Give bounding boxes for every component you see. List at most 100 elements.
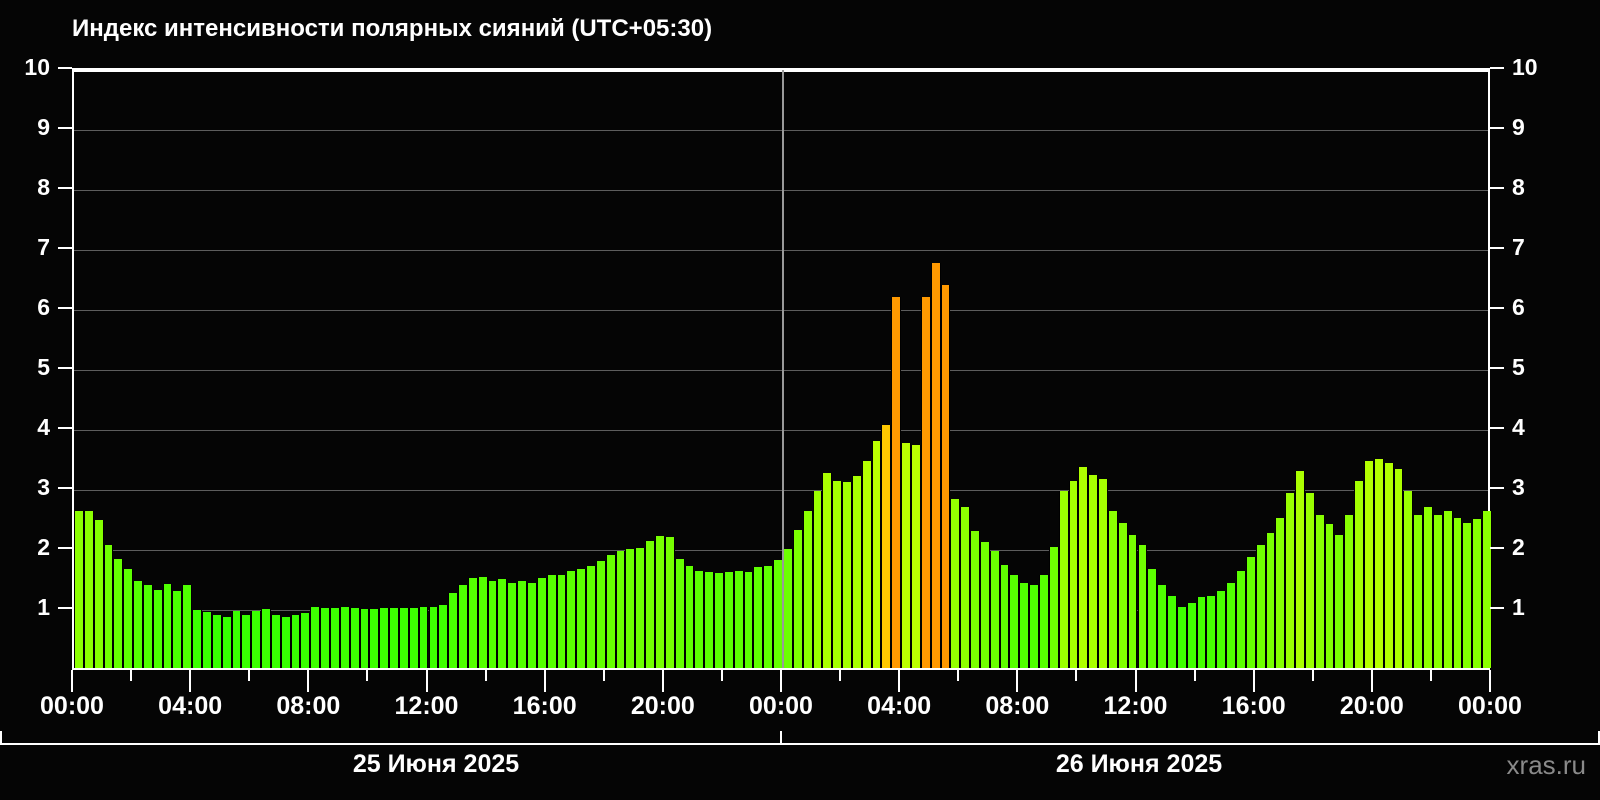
bar xyxy=(714,573,724,668)
bar xyxy=(1275,518,1286,668)
day-band-tick-1 xyxy=(780,731,782,745)
bar xyxy=(802,510,813,668)
x-tick-46 xyxy=(1429,670,1432,681)
x-tick-24 xyxy=(780,670,782,692)
x-tick-label-10: 16:00 xyxy=(1221,692,1286,720)
bar xyxy=(1295,471,1305,668)
bar xyxy=(940,285,951,668)
y-tick-label-left-4: 4 xyxy=(37,414,50,440)
bar xyxy=(1314,515,1325,668)
bar xyxy=(458,585,468,668)
bar xyxy=(546,575,557,668)
bar xyxy=(605,555,616,668)
bar xyxy=(891,297,902,668)
x-tick-8 xyxy=(307,670,310,692)
bar xyxy=(93,519,104,668)
y-tick-mark-right-4 xyxy=(1490,427,1504,429)
bar xyxy=(989,551,1000,668)
bar xyxy=(152,590,163,668)
bar xyxy=(812,491,823,668)
bar xyxy=(664,537,675,668)
y-tick-label-left-1: 1 xyxy=(37,594,50,620)
bar xyxy=(231,611,242,668)
y-tick-label-left-7: 7 xyxy=(37,234,50,260)
bar xyxy=(428,606,439,668)
bar xyxy=(1423,507,1433,668)
bar xyxy=(438,605,449,668)
bar xyxy=(763,566,774,668)
y-tick-mark-left-6 xyxy=(58,307,72,309)
bar xyxy=(261,609,271,668)
y-tick-label-left-8: 8 xyxy=(37,174,50,200)
bar xyxy=(1462,522,1473,668)
bar xyxy=(783,549,793,668)
y-tick-mark-left-2 xyxy=(58,547,72,549)
x-tick-label-12: 00:00 xyxy=(1458,692,1522,720)
bar xyxy=(379,608,390,668)
bar xyxy=(1009,575,1020,668)
bar xyxy=(684,566,695,668)
y-tick-label-right-2: 2 xyxy=(1512,534,1525,560)
gridline-3 xyxy=(74,490,1488,491)
bar xyxy=(369,609,380,668)
bar xyxy=(556,575,567,668)
bar xyxy=(694,570,705,668)
x-tick-22 xyxy=(720,670,723,681)
bar xyxy=(1068,480,1079,668)
bar xyxy=(1098,479,1108,668)
day-label-25: 25 Июня 2025 xyxy=(352,750,520,778)
bar xyxy=(635,548,646,668)
bar xyxy=(1334,534,1345,668)
bar xyxy=(832,480,843,668)
bar xyxy=(290,615,301,668)
bar xyxy=(1265,533,1276,668)
bar xyxy=(310,606,321,668)
bar xyxy=(487,581,498,668)
y-tick-mark-right-3 xyxy=(1490,487,1504,489)
y-tick-mark-right-7 xyxy=(1490,247,1504,249)
bar xyxy=(861,461,872,668)
x-tick-label-11: 20:00 xyxy=(1339,692,1404,720)
bar xyxy=(625,549,636,668)
y-tick-mark-right-9 xyxy=(1490,127,1504,129)
y-tick-mark-right-1 xyxy=(1490,607,1504,609)
x-tick-44 xyxy=(1370,670,1373,692)
y-tick-label-left-6: 6 xyxy=(37,294,50,320)
bar xyxy=(871,441,882,668)
bar xyxy=(477,576,488,668)
x-tick-28 xyxy=(898,670,901,692)
bar xyxy=(1107,510,1118,668)
bar xyxy=(723,572,734,668)
bar xyxy=(586,566,596,668)
bar xyxy=(566,570,577,668)
x-tick-label-3: 12:00 xyxy=(394,692,459,720)
bar xyxy=(979,542,990,668)
bar xyxy=(1363,461,1374,668)
bar xyxy=(1058,491,1069,668)
y-tick-label-right-7: 7 xyxy=(1512,234,1525,260)
bar xyxy=(1186,603,1197,668)
bar xyxy=(970,531,980,668)
bar xyxy=(901,443,911,668)
bar xyxy=(1157,585,1168,668)
bar xyxy=(103,545,114,668)
bar xyxy=(753,567,764,668)
day-band-tick-0 xyxy=(0,731,2,745)
bar xyxy=(911,444,921,668)
y-tick-mark-right-2 xyxy=(1490,547,1504,549)
bar xyxy=(1393,468,1404,668)
bar xyxy=(743,572,754,668)
bar xyxy=(526,582,537,668)
bar xyxy=(1147,569,1158,668)
bar xyxy=(517,581,527,668)
bar xyxy=(349,608,360,668)
bar xyxy=(1482,510,1492,668)
bar xyxy=(1039,575,1049,668)
bar xyxy=(1167,596,1177,668)
bar xyxy=(162,584,173,668)
bar xyxy=(1255,545,1266,668)
y-tick-mark-left-10 xyxy=(58,67,72,69)
y-tick-mark-left-9 xyxy=(58,127,72,129)
bar xyxy=(339,606,350,668)
